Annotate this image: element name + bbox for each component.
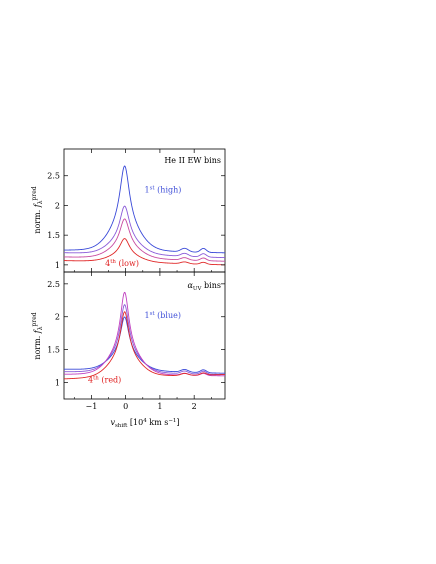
panel-top: 1 1.5 2 2.5 He II EW bins 1st (high) 4th (lo… xyxy=(31,148,226,273)
top-ytick-label: 1.5 xyxy=(47,231,60,240)
top-series-line-1 xyxy=(63,165,225,254)
panel-top-frame xyxy=(63,148,226,273)
top-annotations: 1st (high) 4th (low) xyxy=(105,185,181,268)
bot-xtick-label: 2 xyxy=(192,402,197,411)
bottom-ylabel: norm. fλpred xyxy=(31,312,44,360)
top-series-line-3 xyxy=(63,218,225,262)
top-ytick-label: 1 xyxy=(55,261,60,270)
top-ylabel: norm. fλpred xyxy=(31,186,44,234)
bot-ytick-label: 2 xyxy=(55,313,60,322)
top-ytick-label: 2 xyxy=(55,201,60,210)
bot-xtick-label: 0 xyxy=(123,402,128,411)
panel-bottom: 1 1.5 2 2.5 −1 0 1 2 αUV bins 1st (blue) 4th (r… xyxy=(31,271,226,429)
top-annotation-2: 4th (low) xyxy=(105,259,139,268)
top-xticks xyxy=(73,149,212,272)
bottom-xticks: −1 0 1 2 xyxy=(73,272,212,411)
panel-bottom-frame xyxy=(63,271,226,400)
bottom-yticks: 1 1.5 2 2.5 xyxy=(47,280,225,388)
top-series-group xyxy=(63,165,225,266)
bot-series-line-1 xyxy=(63,316,226,374)
bot-ytick-label: 1 xyxy=(55,379,60,388)
bottom-annotations: 1st (blue) 4th (red) xyxy=(88,311,181,384)
bottom-panel-title: αUV bins xyxy=(188,281,222,292)
top-panel-title: He II EW bins xyxy=(164,156,221,165)
bot-xtick-label: 1 xyxy=(157,402,162,411)
bottom-xlabel: vshift [104 km s−1] xyxy=(110,418,179,429)
bot-series-line-4 xyxy=(63,311,225,380)
bot-annotation-1: 1st (blue) xyxy=(145,311,182,320)
top-series-line-4 xyxy=(63,238,225,266)
bot-xtick-label: −1 xyxy=(86,402,98,411)
top-yticks: 1 1.5 2 2.5 xyxy=(47,172,225,270)
bottom-series-group xyxy=(63,291,226,380)
bot-ytick-label: 2.5 xyxy=(47,280,60,289)
bot-ytick-label: 1.5 xyxy=(47,346,60,355)
bot-annotation-2: 4th (red) xyxy=(88,376,121,385)
top-annotation-1: 1st (high) xyxy=(145,185,182,194)
top-series-line-2 xyxy=(63,205,225,259)
top-ytick-label: 2.5 xyxy=(47,172,60,181)
